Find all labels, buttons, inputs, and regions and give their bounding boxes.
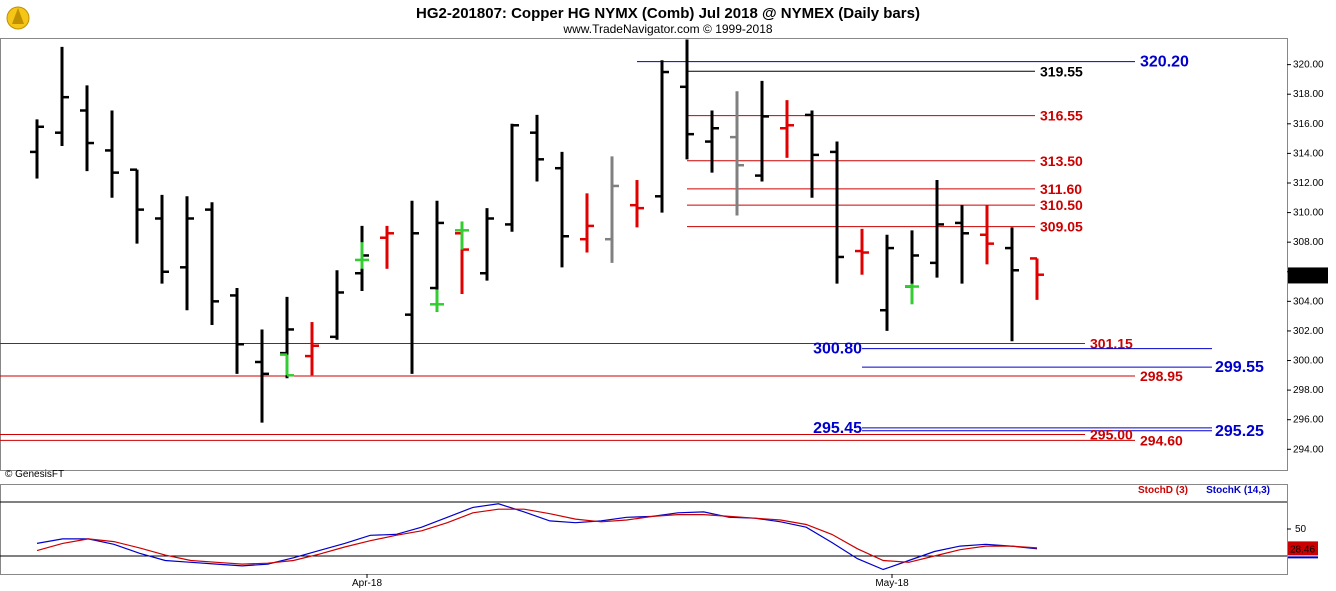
ohlc-bar [705,110,719,173]
date-tick-label: Apr-18 [352,578,382,589]
ohlc-bar [955,205,969,284]
date-axis: Apr-18 May-18 [352,574,909,589]
price-tick-label: 296.00 [1293,415,1324,426]
level-label: 301.15 [1090,336,1133,352]
level-label: 295.45 [813,420,862,437]
level-label: 300.80 [813,341,862,358]
level-label: 298.95 [1140,368,1183,384]
level-label: 316.55 [1040,108,1083,124]
ohlc-bar [530,114,544,182]
ohlc-bar [405,200,419,374]
stochastic-lines [36,503,1038,571]
ohlc-bar [305,322,319,376]
ohlc-bar [630,180,644,228]
ohlc-bar [455,221,469,250]
stochastic-last-box [1288,541,1318,556]
last-price-label: 305.75 [1290,271,1321,282]
stochastic-panel: 50 28.46 StochD (3) StochK (14,3) [0,484,1318,575]
price-tick-label: 312.00 [1293,178,1324,189]
ohlc-bar [155,194,169,284]
price-tick-label: 302.00 [1293,326,1324,337]
level-label: 299.55 [1215,359,1264,376]
title-bar: HG2-201807: Copper HG NYMX (Comb) Jul 20… [416,5,920,36]
level-label: 313.50 [1040,153,1083,169]
ohlc-bar [280,353,294,377]
level-label: 320.20 [1140,54,1189,71]
price-tick-label: 314.00 [1293,148,1324,159]
ohlc-bar [930,180,944,278]
ohlc-bar [555,151,569,268]
chart-subtitle: www.TradeNavigator.com © 1999-2018 [562,22,772,36]
price-tick-label: 318.00 [1293,89,1324,100]
ohlc-bar [680,39,694,160]
ohlc-bar [105,110,119,198]
ohlc-bar [205,202,219,326]
ohlc-bar [480,208,494,281]
ohlc-bar [30,119,44,179]
ohlc-bar [130,168,144,244]
price-bars [30,39,1044,423]
level-label: 295.00 [1090,426,1133,442]
legend-stochd: StochD (3) [1138,485,1188,496]
ohlc-bar [80,85,94,172]
price-tick-label: 320.00 [1293,60,1324,71]
ohlc-bar [905,283,919,305]
level-label: 294.60 [1140,432,1183,448]
level-label: 309.05 [1040,219,1083,235]
ohlc-bar [1005,227,1019,342]
price-tick-label: 298.00 [1293,385,1324,396]
price-tick-label: 308.00 [1293,237,1324,248]
ohlc-bar [330,270,344,340]
price-tick-label: 310.00 [1293,208,1324,219]
legend-stochk: StochK (14,3) [1206,485,1270,496]
logo-mark [12,8,24,24]
ohlc-bar [980,205,994,265]
ohlc-bar [755,80,769,182]
price-tick-label: 304.00 [1293,296,1324,307]
level-label: 319.55 [1040,63,1083,79]
chart-title: HG2-201807: Copper HG NYMX (Comb) Jul 20… [416,5,920,22]
ohlc-bar [880,234,894,331]
ohlc-bar [805,110,819,198]
level-label: 311.60 [1040,181,1082,197]
logo [6,6,30,30]
price-axis: 294.00296.00298.00300.00302.00304.00306.… [1287,60,1328,455]
date-tick-label: May-18 [875,578,909,589]
ohlc-bar [255,329,269,423]
price-panel-frame [0,38,1288,471]
level-label: 295.25 [1215,423,1264,440]
stochastic-frame [0,484,1288,575]
ohlc-bar [780,100,794,158]
ohlc-bar [505,123,519,232]
ohlc-bar [430,289,444,312]
price-tick-label: 294.00 [1293,444,1324,455]
ohlc-bar [605,156,619,263]
ohlc-bar [580,193,594,253]
stochastic-series-line [36,503,1038,571]
ohlc-bar [355,242,369,269]
price-panel [0,38,1288,471]
ohlc-bar [55,46,69,146]
stochastic-series-line [36,508,1038,565]
ohlc-bar [855,228,869,275]
ohlc-bar [830,141,844,284]
ohlc-bar [1030,257,1044,300]
stochastic-last-label: 28.46 [1290,544,1315,555]
ohlc-bar [655,60,669,213]
ohlc-bar [180,196,194,311]
price-tick-label: 316.00 [1293,119,1324,130]
stochastic-tick-label: 50 [1295,524,1307,535]
ohlc-bar [230,288,244,374]
ohlc-bar [730,91,744,216]
ohlc-bar [380,225,394,269]
price-tick-label: 300.00 [1293,356,1324,367]
level-label: 310.50 [1040,197,1083,213]
last-price-box [1288,267,1328,284]
copyright-label: © GenesisFT [5,469,64,480]
